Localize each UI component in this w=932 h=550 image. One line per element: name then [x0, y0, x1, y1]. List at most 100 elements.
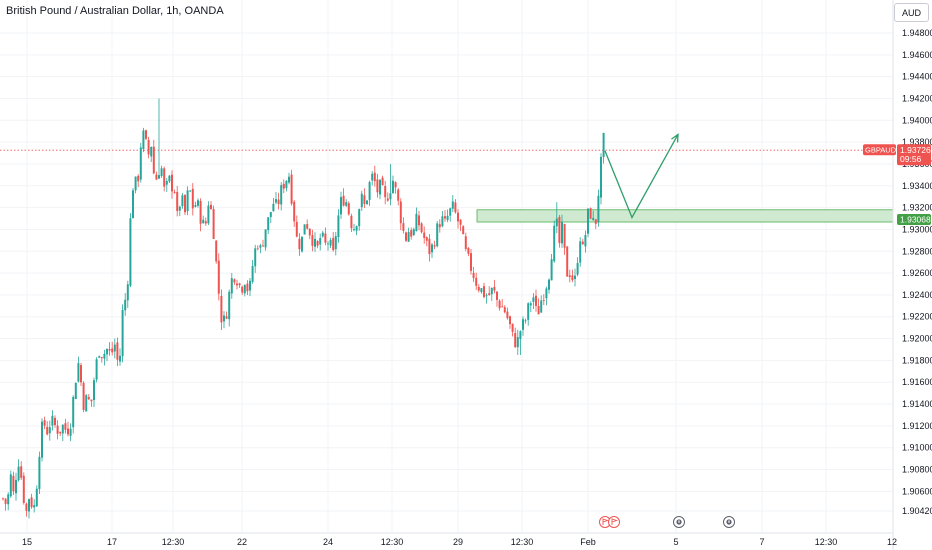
price-tick-label: 1.94400 [902, 72, 932, 82]
candle-body [173, 192, 176, 193]
candle-body [535, 295, 537, 306]
candle-body [384, 186, 387, 198]
candle-body [20, 466, 23, 478]
symbol-badge-label: GBPAUD [865, 146, 897, 155]
candle-body [33, 505, 36, 508]
candle-body [436, 223, 439, 247]
economic-event-icon[interactable] [723, 516, 735, 528]
candle-body [431, 244, 433, 253]
candle-body [475, 277, 478, 286]
candle-body [428, 238, 431, 255]
candle-body [150, 146, 153, 157]
candle-body [457, 212, 459, 222]
candle-body [61, 424, 64, 434]
candle-body [28, 499, 30, 512]
candle-body [542, 300, 545, 301]
candle-body [64, 423, 67, 430]
price-tick-label: 1.91600 [902, 377, 932, 387]
price-tick-label: 1.90600 [902, 486, 932, 496]
candle-body [197, 200, 199, 206]
candle-body [329, 240, 332, 246]
projection-arrowhead [671, 133, 679, 143]
candle-body [285, 180, 288, 189]
candle-body [85, 395, 88, 412]
projection-path[interactable] [604, 134, 679, 219]
candle-body [46, 426, 49, 435]
candle-body [9, 474, 12, 497]
price-tick-label: 1.92800 [902, 246, 932, 256]
price-tick-label: 1.94600 [902, 50, 932, 60]
candle-body [418, 215, 420, 226]
candle-body [259, 245, 262, 248]
candle-body [111, 348, 114, 353]
candle-body [527, 303, 530, 320]
candle-body [399, 201, 402, 224]
price-axis[interactable]: 1.94800 1.94600 1.94400 1.94200 1.94000 1.938… [902, 28, 932, 516]
candle-body [43, 420, 46, 426]
candle-body [293, 201, 296, 222]
candle-body [202, 219, 205, 224]
time-tick-label: 22 [237, 537, 247, 547]
price-tick-label: 1.93800 [902, 137, 932, 147]
candle-body [17, 466, 20, 481]
candle-body [407, 232, 410, 242]
candle-body [363, 195, 366, 204]
candle-body [77, 363, 80, 382]
candle-body [35, 488, 38, 507]
candle-body [264, 229, 267, 248]
candle-body [155, 174, 158, 180]
candle-body [529, 303, 532, 306]
price-tick-label: 1.91000 [902, 443, 932, 453]
candle-body [178, 206, 181, 211]
candle-body [129, 218, 132, 286]
time-axis[interactable]: 15 17 12:30 22 24 12:30 29 12:30 Feb 5 7 12:30 12 [22, 537, 897, 547]
candle-body [124, 299, 127, 311]
candle-body [54, 417, 56, 426]
candle-body [444, 216, 446, 219]
candle-body [7, 494, 10, 505]
candle-body [98, 356, 101, 358]
candle-body [165, 180, 168, 185]
candle-body [142, 130, 145, 149]
candle-body [212, 209, 215, 239]
price-tick-label: 1.91200 [902, 421, 932, 431]
candle-body [184, 195, 186, 213]
candle-body [389, 193, 392, 200]
candle-body [2, 498, 4, 500]
zone-price-value: 1.93068 [900, 215, 931, 225]
flag-event-icon[interactable] [608, 516, 620, 528]
candle-body [597, 195, 600, 223]
candle-body [402, 223, 405, 231]
candle-body [550, 259, 553, 281]
candle-body [290, 174, 293, 204]
candle-body [490, 287, 493, 295]
candle-body [496, 291, 498, 301]
candle-body [524, 320, 527, 322]
candle-body [386, 198, 389, 201]
time-tick-label: 7 [759, 537, 764, 547]
support-zone[interactable] [476, 209, 894, 223]
candle-body [480, 288, 483, 293]
candle-body [186, 190, 189, 212]
candle-body [574, 275, 576, 280]
candle-body [103, 353, 106, 359]
candle-body [324, 233, 327, 243]
candle-body [563, 223, 566, 248]
candle-body [280, 185, 283, 205]
candle-body [236, 283, 238, 286]
candle-body [412, 229, 415, 235]
candle-body [303, 224, 306, 235]
economic-event-icon[interactable] [673, 516, 685, 528]
candle-body [381, 177, 384, 186]
candle-body [410, 230, 413, 237]
symbol-title[interactable]: British Pound / Australian Dollar, 1h, O… [6, 5, 224, 17]
candle-body [121, 310, 124, 357]
candle-body [22, 475, 25, 503]
currency-button[interactable]: AUD [894, 3, 929, 22]
candle-body [316, 241, 319, 246]
candle-body [347, 203, 350, 215]
candle-body [233, 279, 236, 283]
candle-body [503, 307, 506, 313]
